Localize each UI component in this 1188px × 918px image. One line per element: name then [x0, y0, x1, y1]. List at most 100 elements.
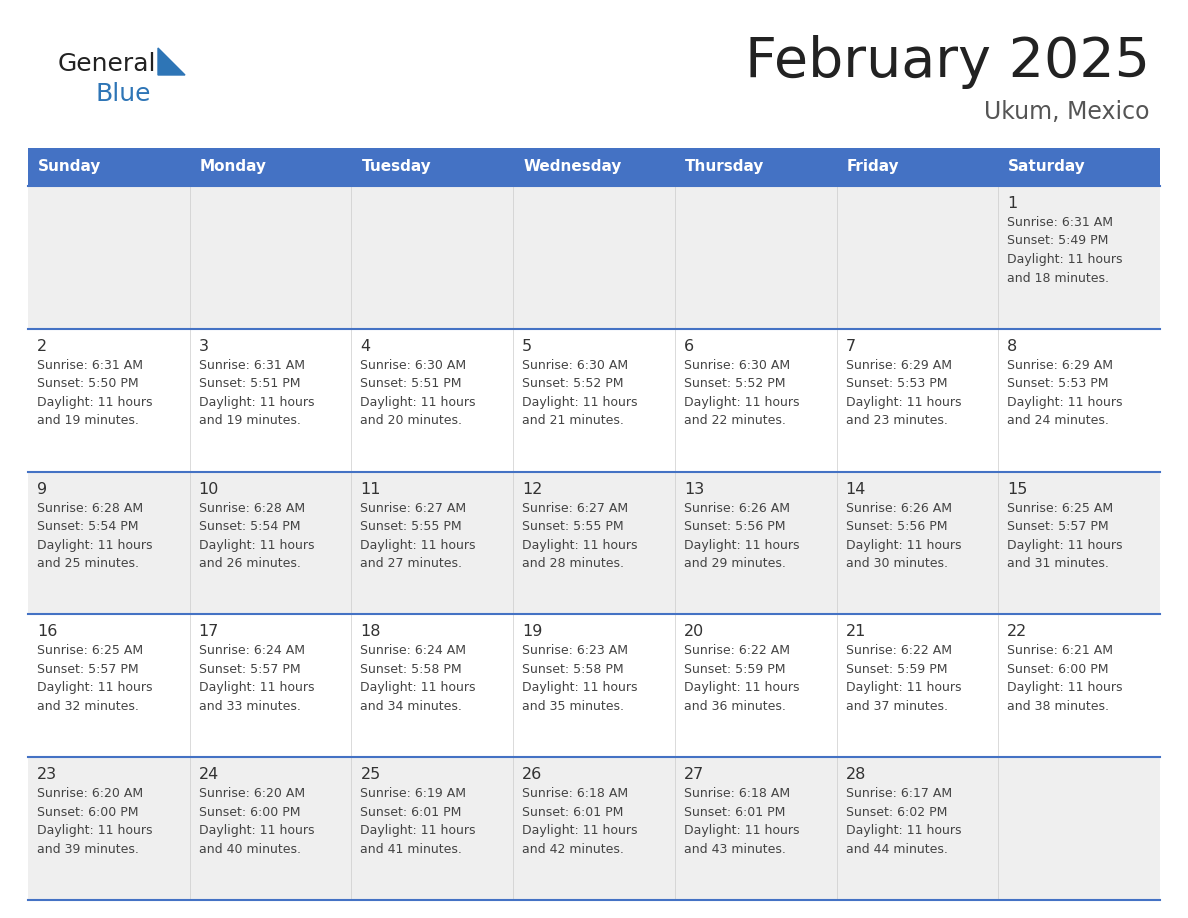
Text: Sunrise: 6:24 AM
Sunset: 5:57 PM
Daylight: 11 hours
and 33 minutes.: Sunrise: 6:24 AM Sunset: 5:57 PM Dayligh…	[198, 644, 314, 713]
Text: Sunrise: 6:28 AM
Sunset: 5:54 PM
Daylight: 11 hours
and 25 minutes.: Sunrise: 6:28 AM Sunset: 5:54 PM Dayligh…	[37, 501, 152, 570]
Text: 9: 9	[37, 482, 48, 497]
Text: Sunrise: 6:23 AM
Sunset: 5:58 PM
Daylight: 11 hours
and 35 minutes.: Sunrise: 6:23 AM Sunset: 5:58 PM Dayligh…	[523, 644, 638, 713]
Text: Sunrise: 6:27 AM
Sunset: 5:55 PM
Daylight: 11 hours
and 27 minutes.: Sunrise: 6:27 AM Sunset: 5:55 PM Dayligh…	[360, 501, 476, 570]
Bar	[29, 186, 190, 329]
Bar	[998, 329, 1159, 472]
Bar	[352, 472, 513, 614]
Bar	[998, 472, 1159, 614]
Text: 16: 16	[37, 624, 57, 640]
Bar	[29, 757, 190, 900]
Bar	[352, 329, 513, 472]
Text: Sunrise: 6:31 AM
Sunset: 5:50 PM
Daylight: 11 hours
and 19 minutes.: Sunrise: 6:31 AM Sunset: 5:50 PM Dayligh…	[37, 359, 152, 427]
Bar	[836, 186, 998, 329]
Bar	[29, 148, 190, 186]
Text: 11: 11	[360, 482, 381, 497]
Bar	[513, 472, 675, 614]
Text: Blue: Blue	[95, 82, 151, 106]
Text: 7: 7	[846, 339, 855, 353]
Text: Saturday: Saturday	[1009, 160, 1086, 174]
Text: 14: 14	[846, 482, 866, 497]
Bar	[998, 148, 1159, 186]
Bar	[513, 329, 675, 472]
Bar	[352, 614, 513, 757]
Text: 24: 24	[198, 767, 219, 782]
Bar	[836, 614, 998, 757]
Text: Thursday: Thursday	[684, 160, 764, 174]
Bar	[352, 148, 513, 186]
Bar	[352, 186, 513, 329]
Text: 28: 28	[846, 767, 866, 782]
Bar	[675, 614, 836, 757]
Text: Sunrise: 6:30 AM
Sunset: 5:52 PM
Daylight: 11 hours
and 21 minutes.: Sunrise: 6:30 AM Sunset: 5:52 PM Dayligh…	[523, 359, 638, 427]
Text: Sunrise: 6:19 AM
Sunset: 6:01 PM
Daylight: 11 hours
and 41 minutes.: Sunrise: 6:19 AM Sunset: 6:01 PM Dayligh…	[360, 788, 476, 856]
Text: Sunrise: 6:25 AM
Sunset: 5:57 PM
Daylight: 11 hours
and 31 minutes.: Sunrise: 6:25 AM Sunset: 5:57 PM Dayligh…	[1007, 501, 1123, 570]
Text: 25: 25	[360, 767, 380, 782]
Text: Ukum, Mexico: Ukum, Mexico	[985, 100, 1150, 124]
Text: 6: 6	[684, 339, 694, 353]
Bar	[675, 186, 836, 329]
Text: Friday: Friday	[847, 160, 899, 174]
Text: Sunrise: 6:21 AM
Sunset: 6:00 PM
Daylight: 11 hours
and 38 minutes.: Sunrise: 6:21 AM Sunset: 6:00 PM Dayligh…	[1007, 644, 1123, 713]
Text: 13: 13	[684, 482, 704, 497]
Text: Sunrise: 6:27 AM
Sunset: 5:55 PM
Daylight: 11 hours
and 28 minutes.: Sunrise: 6:27 AM Sunset: 5:55 PM Dayligh…	[523, 501, 638, 570]
Text: 20: 20	[684, 624, 704, 640]
Text: Sunrise: 6:24 AM
Sunset: 5:58 PM
Daylight: 11 hours
and 34 minutes.: Sunrise: 6:24 AM Sunset: 5:58 PM Dayligh…	[360, 644, 476, 713]
Bar	[190, 148, 352, 186]
Text: 5: 5	[523, 339, 532, 353]
Text: Sunrise: 6:18 AM
Sunset: 6:01 PM
Daylight: 11 hours
and 43 minutes.: Sunrise: 6:18 AM Sunset: 6:01 PM Dayligh…	[684, 788, 800, 856]
Text: Sunday: Sunday	[38, 160, 101, 174]
Bar	[190, 472, 352, 614]
Bar	[998, 186, 1159, 329]
Bar	[836, 757, 998, 900]
Text: 1: 1	[1007, 196, 1018, 211]
Text: 10: 10	[198, 482, 219, 497]
Bar	[675, 757, 836, 900]
Text: Sunrise: 6:18 AM
Sunset: 6:01 PM
Daylight: 11 hours
and 42 minutes.: Sunrise: 6:18 AM Sunset: 6:01 PM Dayligh…	[523, 788, 638, 856]
Text: Sunrise: 6:31 AM
Sunset: 5:51 PM
Daylight: 11 hours
and 19 minutes.: Sunrise: 6:31 AM Sunset: 5:51 PM Dayligh…	[198, 359, 314, 427]
Text: Sunrise: 6:30 AM
Sunset: 5:52 PM
Daylight: 11 hours
and 22 minutes.: Sunrise: 6:30 AM Sunset: 5:52 PM Dayligh…	[684, 359, 800, 427]
Bar	[352, 757, 513, 900]
Bar	[998, 614, 1159, 757]
Text: 17: 17	[198, 624, 219, 640]
Bar	[190, 329, 352, 472]
Text: Sunrise: 6:26 AM
Sunset: 5:56 PM
Daylight: 11 hours
and 29 minutes.: Sunrise: 6:26 AM Sunset: 5:56 PM Dayligh…	[684, 501, 800, 570]
Text: Sunrise: 6:22 AM
Sunset: 5:59 PM
Daylight: 11 hours
and 37 minutes.: Sunrise: 6:22 AM Sunset: 5:59 PM Dayligh…	[846, 644, 961, 713]
Bar	[675, 329, 836, 472]
Bar	[998, 757, 1159, 900]
Bar	[836, 329, 998, 472]
Bar	[675, 472, 836, 614]
Text: 21: 21	[846, 624, 866, 640]
Text: 3: 3	[198, 339, 209, 353]
Bar	[836, 472, 998, 614]
Text: 8: 8	[1007, 339, 1018, 353]
Bar	[513, 148, 675, 186]
Text: Sunrise: 6:22 AM
Sunset: 5:59 PM
Daylight: 11 hours
and 36 minutes.: Sunrise: 6:22 AM Sunset: 5:59 PM Dayligh…	[684, 644, 800, 713]
Text: 19: 19	[523, 624, 543, 640]
Text: Monday: Monday	[200, 160, 267, 174]
Bar	[190, 186, 352, 329]
Text: Sunrise: 6:31 AM
Sunset: 5:49 PM
Daylight: 11 hours
and 18 minutes.: Sunrise: 6:31 AM Sunset: 5:49 PM Dayligh…	[1007, 216, 1123, 285]
Text: 26: 26	[523, 767, 543, 782]
Text: 2: 2	[37, 339, 48, 353]
Text: 22: 22	[1007, 624, 1028, 640]
Text: Sunrise: 6:30 AM
Sunset: 5:51 PM
Daylight: 11 hours
and 20 minutes.: Sunrise: 6:30 AM Sunset: 5:51 PM Dayligh…	[360, 359, 476, 427]
Text: Sunrise: 6:26 AM
Sunset: 5:56 PM
Daylight: 11 hours
and 30 minutes.: Sunrise: 6:26 AM Sunset: 5:56 PM Dayligh…	[846, 501, 961, 570]
Bar	[29, 614, 190, 757]
Bar	[190, 614, 352, 757]
Text: Sunrise: 6:25 AM
Sunset: 5:57 PM
Daylight: 11 hours
and 32 minutes.: Sunrise: 6:25 AM Sunset: 5:57 PM Dayligh…	[37, 644, 152, 713]
Bar	[513, 757, 675, 900]
Text: Tuesday: Tuesday	[361, 160, 431, 174]
Bar	[29, 472, 190, 614]
Text: 12: 12	[523, 482, 543, 497]
Bar	[675, 148, 836, 186]
Text: Wednesday: Wednesday	[523, 160, 621, 174]
Bar	[29, 329, 190, 472]
Polygon shape	[158, 48, 185, 75]
Text: 4: 4	[360, 339, 371, 353]
Text: 18: 18	[360, 624, 381, 640]
Text: February 2025: February 2025	[745, 35, 1150, 89]
Text: Sunrise: 6:17 AM
Sunset: 6:02 PM
Daylight: 11 hours
and 44 minutes.: Sunrise: 6:17 AM Sunset: 6:02 PM Dayligh…	[846, 788, 961, 856]
Bar	[513, 614, 675, 757]
Text: Sunrise: 6:29 AM
Sunset: 5:53 PM
Daylight: 11 hours
and 24 minutes.: Sunrise: 6:29 AM Sunset: 5:53 PM Dayligh…	[1007, 359, 1123, 427]
Text: Sunrise: 6:28 AM
Sunset: 5:54 PM
Daylight: 11 hours
and 26 minutes.: Sunrise: 6:28 AM Sunset: 5:54 PM Dayligh…	[198, 501, 314, 570]
